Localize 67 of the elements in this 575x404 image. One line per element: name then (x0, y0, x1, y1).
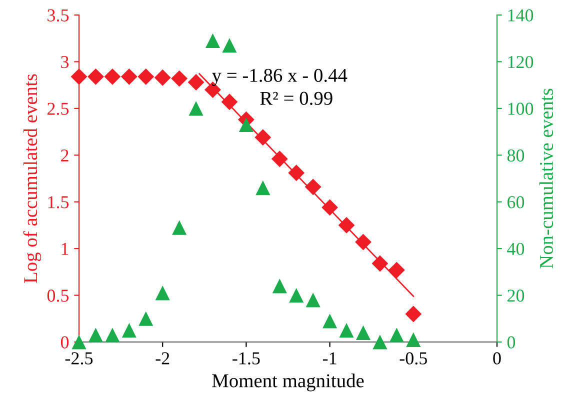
point (122, 323, 136, 338)
point (356, 325, 371, 340)
y2-tick-label: 140 (508, 9, 534, 22)
point (306, 292, 320, 308)
y2-tick-label: 80 (507, 149, 524, 162)
point (171, 70, 188, 87)
y-tick-label: 3.5 (48, 9, 69, 22)
point (405, 306, 422, 322)
point (339, 323, 354, 338)
point (272, 278, 287, 294)
point (222, 38, 237, 53)
point (88, 328, 104, 342)
x-axis-title: Moment magnitude (212, 374, 364, 392)
point (221, 94, 238, 110)
point (271, 150, 288, 168)
x-tick-label: -2 (156, 352, 170, 364)
y2-axis-title: Non-cumulative events (539, 88, 554, 268)
y2-tick-label: 60 (508, 196, 524, 208)
point (288, 164, 305, 182)
y-tick-label: 0 (60, 336, 69, 348)
point (338, 216, 355, 234)
y-tick-label: 3 (61, 56, 69, 68)
point (72, 334, 86, 350)
point (88, 68, 104, 85)
y2-tick-label: 40 (507, 242, 524, 256)
point (388, 262, 405, 278)
x-tick-label: -1 (322, 352, 336, 364)
y2-tick-label: 0 (507, 336, 516, 348)
point (138, 68, 154, 85)
y-tick-label: 2 (61, 149, 68, 162)
point (104, 68, 121, 85)
point (188, 74, 204, 90)
point (304, 178, 322, 196)
point (105, 328, 120, 342)
point (372, 334, 388, 350)
point (372, 255, 388, 272)
y-tick-label: 0.5 (47, 290, 69, 302)
x-tick-label: -0.5 (400, 352, 427, 365)
point (205, 33, 220, 48)
point (155, 286, 170, 300)
point (70, 68, 88, 85)
point (154, 69, 171, 86)
y-tick-label: 2.5 (48, 102, 69, 115)
x-tick-label: -2.5 (65, 352, 93, 365)
point (238, 117, 254, 132)
y2-tick-label: 20 (508, 290, 524, 302)
point (289, 288, 304, 303)
point (406, 332, 421, 347)
point (322, 199, 338, 216)
point (322, 314, 338, 328)
point (355, 234, 372, 250)
annotation: R² = 0.99 (260, 92, 332, 105)
point (172, 220, 187, 235)
point (138, 311, 154, 326)
point (256, 180, 270, 196)
y2-tick-label: 100 (508, 102, 534, 115)
y2-tick-label: 120 (508, 56, 534, 68)
y-tick-label: 1.5 (48, 196, 69, 208)
x-tick-label: -1.5 (232, 352, 260, 365)
point (254, 129, 272, 146)
annotation: y = -1.86 x - 0.44 (212, 68, 348, 86)
point (188, 101, 204, 116)
x-tick-label: 0 (493, 352, 501, 364)
point (120, 68, 138, 85)
y-tick-label: 1 (62, 242, 68, 255)
y-axis-title: Log of accumulated events (23, 74, 42, 283)
point (389, 328, 404, 342)
